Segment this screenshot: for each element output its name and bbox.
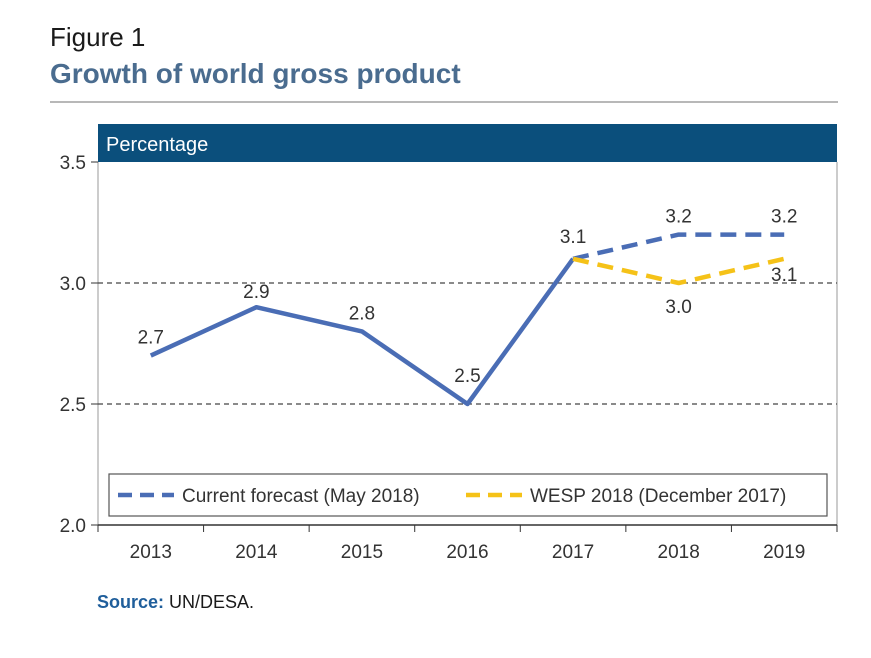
x-tick-label: 2019 xyxy=(763,542,805,563)
source-note: Source: UN/DESA. xyxy=(97,592,254,613)
x-tick-label: 2017 xyxy=(552,542,594,563)
source-label: Source: xyxy=(97,592,165,612)
series-line-historical xyxy=(149,257,575,407)
x-tick-label: 2016 xyxy=(446,542,488,563)
x-tick-label: 2018 xyxy=(658,542,700,563)
series-line-wesp xyxy=(572,256,785,286)
data-label: 3.1 xyxy=(771,265,797,286)
data-label: 3.1 xyxy=(560,227,586,248)
legend-label-wesp: WESP 2018 (December 2017) xyxy=(530,486,786,507)
legend-label-current: Current forecast (May 2018) xyxy=(182,486,420,507)
x-tick-label: 2013 xyxy=(130,542,172,563)
series-line-current xyxy=(572,232,785,261)
x-tick-label: 2015 xyxy=(341,542,383,563)
source-text: UN/DESA. xyxy=(164,592,255,612)
data-label: 2.7 xyxy=(138,328,164,349)
y-tick-label: 3.5 xyxy=(60,153,86,174)
unit-label: Percentage xyxy=(106,134,208,156)
data-label: 2.9 xyxy=(243,282,269,303)
y-tick-label: 2.0 xyxy=(60,516,86,537)
data-label: 2.5 xyxy=(454,366,480,387)
y-tick-label: 3.0 xyxy=(60,274,86,295)
x-tick-label: 2014 xyxy=(235,542,278,563)
data-label: 3.0 xyxy=(665,297,691,318)
data-label: 3.2 xyxy=(771,207,797,228)
y-tick-label: 2.5 xyxy=(60,395,86,416)
title-divider xyxy=(50,101,838,103)
figure-title: Growth of world gross product xyxy=(50,58,461,89)
figure-label: Figure 1 xyxy=(50,22,146,52)
data-label: 2.8 xyxy=(349,303,375,324)
unit-header-band xyxy=(98,124,837,162)
data-label: 3.2 xyxy=(665,207,691,228)
